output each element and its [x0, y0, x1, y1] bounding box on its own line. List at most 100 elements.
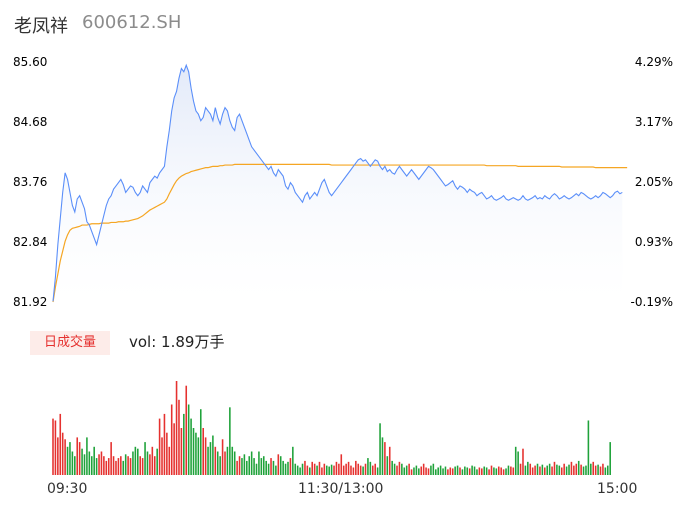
volume-bar	[64, 439, 66, 475]
volume-bar	[476, 469, 478, 475]
volume-bar	[505, 468, 507, 475]
volume-bar	[432, 463, 435, 475]
volume-bar	[546, 465, 548, 475]
volume-bar	[422, 463, 425, 475]
volume-bar	[539, 466, 541, 475]
volume-bar	[129, 458, 132, 475]
volume-bar	[430, 465, 432, 475]
volume-bar	[369, 461, 372, 475]
volume-bar	[563, 463, 565, 475]
volume-bar	[267, 463, 270, 475]
volume-bar	[524, 465, 527, 475]
volume-bar	[459, 467, 461, 475]
volume-bar	[151, 446, 154, 475]
volume-bar	[224, 451, 226, 475]
volume-bar	[153, 456, 156, 475]
volume-bar	[163, 413, 166, 475]
volume-bar	[115, 460, 117, 475]
volume-bar	[541, 464, 544, 475]
volume-bar	[74, 456, 76, 475]
volume-bar	[604, 467, 607, 475]
volume-bar	[519, 463, 522, 475]
volume-bar	[405, 465, 408, 475]
volume-bar	[54, 420, 57, 475]
volume-bar	[236, 460, 238, 475]
volume-bar	[534, 465, 536, 475]
volume-bar	[180, 428, 183, 475]
volume-bar	[117, 458, 120, 475]
volume-bar	[199, 409, 202, 475]
volume-bar	[57, 437, 59, 475]
volume-bar	[272, 460, 275, 475]
volume-bar	[277, 454, 280, 475]
volume-bar	[560, 467, 563, 475]
volume-readout: vol: 1.89万手	[129, 333, 225, 351]
volume-bar	[473, 466, 476, 475]
volume-bar	[338, 463, 340, 475]
volume-bar	[275, 465, 277, 475]
volume-bar	[122, 460, 125, 475]
volume-bar	[93, 446, 95, 475]
volume-bar	[548, 463, 551, 475]
volume-bar	[478, 467, 481, 475]
volume-bar	[161, 437, 163, 475]
volume-bar	[100, 451, 103, 475]
volume-bar	[216, 451, 219, 475]
y-left-tick-2: 83.76	[13, 175, 48, 189]
volume-bar	[321, 467, 323, 475]
volume-bar	[255, 463, 258, 475]
volume-bar	[88, 451, 91, 475]
volume-bar	[488, 469, 490, 475]
volume-bar	[372, 465, 374, 475]
volume-bar	[170, 404, 173, 475]
volume-bar	[510, 466, 512, 475]
y-right-tick-2: 2.05%	[634, 175, 673, 189]
volume-bar	[437, 467, 439, 475]
volume-bar	[226, 446, 229, 475]
volume-bar	[495, 468, 498, 475]
volume-bar	[299, 467, 301, 475]
y-right-tick-1: 3.17%	[634, 115, 673, 129]
y-left-tick-0: 85.60	[13, 55, 48, 69]
price-area	[53, 65, 623, 302]
volume-bar	[386, 456, 389, 475]
y-right-tick-3: 0.93%	[634, 235, 673, 249]
volume-bar	[335, 461, 338, 475]
volume-bar	[345, 463, 347, 475]
volume-bar	[86, 437, 88, 475]
volume-bar	[95, 458, 98, 475]
volume-bar	[359, 465, 362, 475]
volume-bar	[490, 465, 493, 475]
volume-bar	[585, 465, 587, 475]
volume-bar	[384, 442, 386, 475]
volume-bar	[187, 404, 190, 475]
volume-bar	[207, 446, 209, 475]
volume-bar	[451, 468, 454, 475]
volume-bar	[304, 460, 306, 475]
volume-bar	[592, 461, 595, 475]
volume-bar	[132, 451, 134, 475]
volume-bar	[178, 399, 180, 475]
volume-bar	[376, 467, 379, 475]
volume-bar	[59, 413, 62, 475]
volume-bar	[357, 463, 360, 475]
volume-bar	[497, 466, 500, 475]
volume-bar	[580, 464, 582, 475]
volume-bar	[287, 461, 289, 475]
volume-bar	[284, 463, 287, 475]
volume-bar	[577, 460, 580, 475]
volume-bar	[388, 446, 391, 475]
volume-bar	[105, 460, 108, 475]
volume-bar	[442, 468, 444, 475]
volume-bar	[483, 466, 486, 475]
volume-bar	[190, 418, 192, 475]
volume-bar	[507, 465, 510, 475]
volume-bar	[209, 442, 212, 475]
stock-code: 600612.SH	[82, 12, 182, 33]
volume-tab-badge[interactable]: 日成交量	[30, 331, 110, 355]
volume-bar	[98, 454, 100, 475]
volume-bar	[544, 467, 546, 475]
volume-bar	[403, 467, 406, 475]
volume-bar	[340, 454, 343, 475]
volume-bar	[556, 464, 558, 475]
